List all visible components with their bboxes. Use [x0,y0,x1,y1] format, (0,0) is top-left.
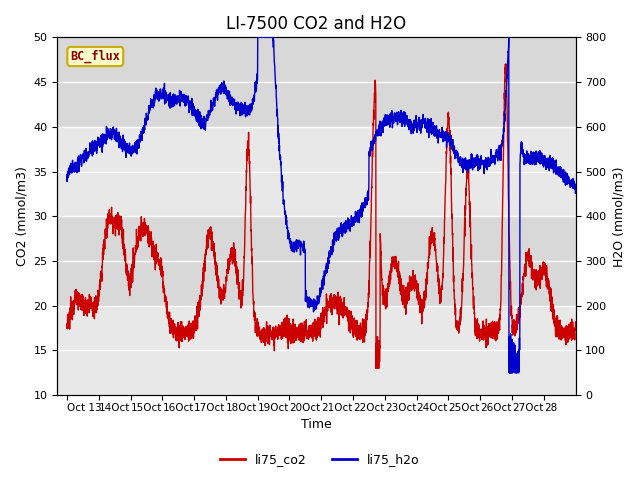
Y-axis label: CO2 (mmol/m3): CO2 (mmol/m3) [15,167,28,266]
li75_co2 [280,328,288,334]
Y-axis label: H2O (mmol/m3): H2O (mmol/m3) [612,166,625,266]
li75_co2 [121,258,129,264]
li75_h2o [508,360,515,366]
X-axis label: Time: Time [301,419,332,432]
li75_co2 [572,319,579,325]
li75_co2 [502,61,509,67]
Bar [58,127,575,216]
li75_co2 [258,336,266,341]
Line: li75_h2o: li75_h2o [67,37,575,373]
li75_co2 [63,325,71,331]
Line: li75_co2: li75_co2 [67,64,575,368]
li75_h2o [151,92,159,98]
li75_co2 [151,258,159,264]
li75_co2 [508,313,515,319]
li75_h2o [63,172,71,178]
Bar [58,216,575,306]
Bar [58,37,575,127]
li75_co2 [562,342,570,348]
li75_h2o [572,189,579,194]
Title: LI-7500 CO2 and H2O: LI-7500 CO2 and H2O [227,15,406,33]
li75_h2o [280,197,288,203]
li75_co2 [372,365,380,371]
li75_h2o [562,177,570,182]
li75_h2o [506,370,513,376]
li75_h2o [254,35,262,40]
Text: BC_flux: BC_flux [70,50,120,63]
li75_h2o [121,142,129,148]
Legend: li75_co2, li75_h2o: li75_co2, li75_h2o [215,448,425,471]
li75_h2o [259,35,266,40]
Bar [58,306,575,395]
